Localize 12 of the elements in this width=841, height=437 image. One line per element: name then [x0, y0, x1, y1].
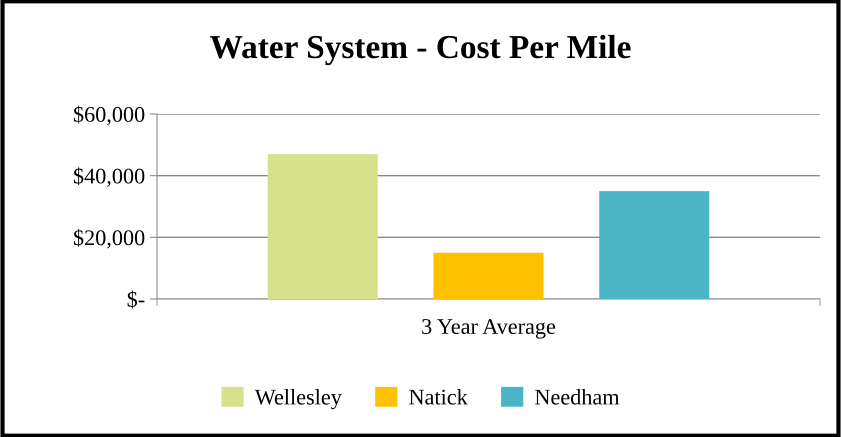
y-tick-label: $60,000: [74, 106, 144, 126]
y-tick-label: $20,000: [74, 228, 144, 248]
bar: [268, 154, 378, 299]
x-tick-label: 3 Year Average: [422, 319, 556, 339]
legend-label: Natick: [409, 388, 468, 405]
bar: [599, 191, 710, 299]
legend-label: Wellesley: [254, 388, 342, 410]
y-tick-label: $-: [128, 290, 144, 308]
y-tick-label: $40,000: [74, 167, 144, 187]
legend-label: Needham: [535, 388, 620, 405]
bar: [433, 252, 544, 299]
chart-title: Water System - Cost Per Mile: [210, 34, 631, 66]
